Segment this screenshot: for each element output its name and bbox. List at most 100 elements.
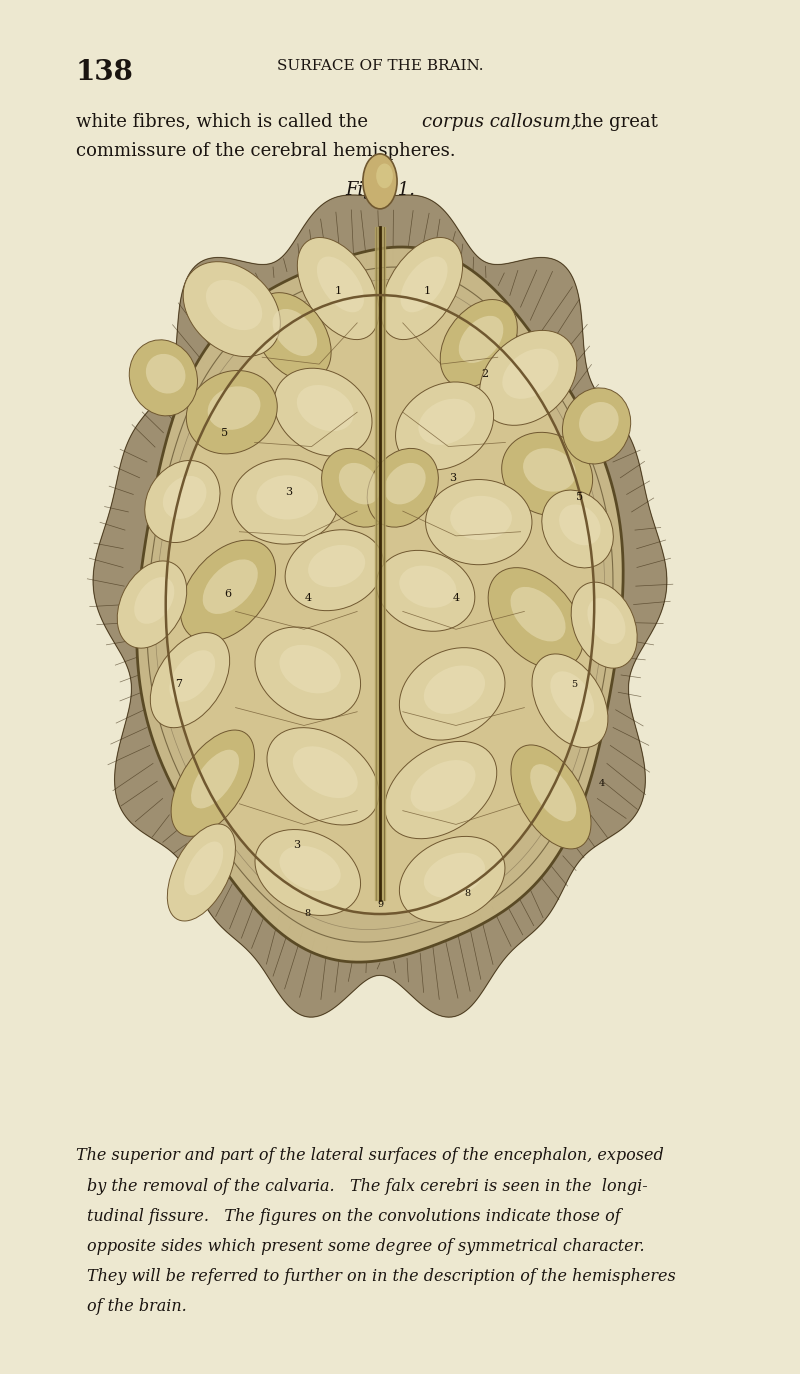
Ellipse shape	[274, 368, 372, 456]
Ellipse shape	[450, 496, 512, 540]
Ellipse shape	[399, 647, 505, 741]
Ellipse shape	[401, 257, 447, 312]
Ellipse shape	[399, 566, 457, 607]
Ellipse shape	[502, 349, 558, 398]
Ellipse shape	[130, 339, 198, 416]
Ellipse shape	[293, 746, 358, 798]
Ellipse shape	[573, 592, 631, 664]
Polygon shape	[137, 247, 623, 962]
Ellipse shape	[523, 448, 576, 492]
Text: 1: 1	[423, 286, 430, 297]
Ellipse shape	[442, 309, 510, 383]
Ellipse shape	[150, 632, 230, 728]
Text: 4: 4	[598, 779, 605, 787]
Ellipse shape	[259, 840, 352, 911]
Ellipse shape	[297, 385, 354, 431]
Ellipse shape	[190, 381, 270, 449]
Ellipse shape	[502, 433, 593, 515]
Ellipse shape	[118, 561, 186, 649]
Ellipse shape	[514, 756, 584, 844]
Ellipse shape	[308, 545, 366, 587]
Ellipse shape	[550, 672, 594, 721]
Ellipse shape	[279, 644, 341, 694]
Ellipse shape	[399, 393, 486, 464]
Ellipse shape	[381, 238, 462, 339]
Ellipse shape	[184, 841, 223, 896]
Ellipse shape	[119, 570, 180, 644]
Ellipse shape	[384, 249, 455, 334]
Ellipse shape	[298, 238, 379, 339]
Ellipse shape	[587, 598, 626, 644]
Ellipse shape	[530, 764, 576, 822]
Ellipse shape	[183, 261, 280, 357]
Ellipse shape	[363, 154, 397, 209]
Text: 1: 1	[334, 286, 342, 297]
Ellipse shape	[424, 665, 485, 714]
Polygon shape	[93, 195, 667, 1017]
Ellipse shape	[324, 458, 386, 523]
Ellipse shape	[257, 302, 324, 376]
Text: SURFACE OF THE BRAIN.: SURFACE OF THE BRAIN.	[277, 59, 483, 73]
Ellipse shape	[380, 561, 466, 627]
Ellipse shape	[385, 742, 497, 838]
Ellipse shape	[170, 650, 215, 702]
Ellipse shape	[236, 470, 330, 539]
Text: the great: the great	[569, 113, 658, 131]
Text: corpus callosum,: corpus callosum,	[422, 113, 577, 131]
Ellipse shape	[171, 730, 254, 837]
Ellipse shape	[167, 824, 235, 921]
Ellipse shape	[426, 480, 532, 565]
Ellipse shape	[410, 760, 475, 812]
Text: 2: 2	[482, 368, 489, 379]
Ellipse shape	[153, 643, 222, 723]
Ellipse shape	[399, 837, 505, 922]
Polygon shape	[166, 295, 594, 914]
Text: 4: 4	[453, 592, 459, 603]
Text: 9: 9	[377, 900, 383, 908]
Text: white fibres, which is called the: white fibres, which is called the	[76, 113, 374, 131]
Ellipse shape	[511, 745, 591, 849]
Ellipse shape	[202, 559, 258, 614]
Ellipse shape	[424, 853, 485, 897]
Text: 7: 7	[175, 679, 182, 690]
Ellipse shape	[370, 458, 432, 523]
Ellipse shape	[147, 470, 213, 539]
Ellipse shape	[300, 249, 372, 334]
Ellipse shape	[134, 577, 174, 624]
Ellipse shape	[534, 664, 601, 743]
Ellipse shape	[532, 654, 608, 747]
Text: The superior and part of the lateral surfaces of the encephalon, exposed: The superior and part of the lateral sur…	[76, 1147, 664, 1164]
Ellipse shape	[206, 280, 262, 330]
Ellipse shape	[186, 272, 272, 352]
Text: 8: 8	[464, 889, 470, 897]
Ellipse shape	[544, 500, 606, 563]
Ellipse shape	[267, 728, 379, 824]
Ellipse shape	[180, 540, 275, 642]
Ellipse shape	[208, 386, 261, 430]
Ellipse shape	[458, 316, 503, 363]
Ellipse shape	[339, 463, 380, 504]
Ellipse shape	[376, 551, 475, 631]
Text: opposite sides which present some degree of symmetrical character.: opposite sides which present some degree…	[87, 1238, 645, 1254]
Ellipse shape	[163, 475, 206, 519]
Ellipse shape	[418, 398, 475, 445]
Ellipse shape	[483, 341, 569, 420]
Ellipse shape	[367, 448, 438, 528]
Ellipse shape	[488, 567, 583, 669]
Ellipse shape	[191, 750, 239, 808]
Ellipse shape	[562, 387, 630, 464]
Ellipse shape	[255, 627, 361, 720]
Ellipse shape	[322, 448, 393, 528]
Ellipse shape	[403, 658, 496, 735]
Ellipse shape	[479, 330, 577, 426]
Ellipse shape	[259, 638, 352, 714]
Ellipse shape	[289, 540, 375, 606]
Ellipse shape	[505, 442, 585, 511]
Text: tudinal fissure.   The figures on the convolutions indicate those of: tudinal fissure. The figures on the conv…	[87, 1208, 621, 1224]
Text: commissure of the cerebral hemispheres.: commissure of the cerebral hemispheres.	[76, 142, 456, 159]
Ellipse shape	[271, 739, 370, 819]
Ellipse shape	[403, 846, 496, 918]
Ellipse shape	[273, 309, 317, 356]
Text: of the brain.: of the brain.	[87, 1298, 187, 1315]
Ellipse shape	[317, 257, 364, 312]
